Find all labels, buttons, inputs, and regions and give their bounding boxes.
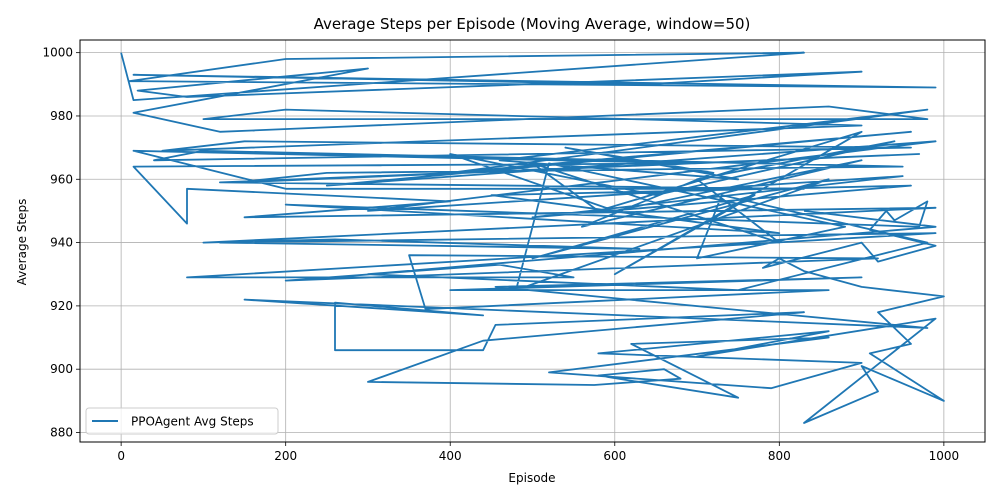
y-tick-label: 880 [50,426,73,440]
y-axis-label: Average Steps [15,199,29,286]
grid-lines [80,40,985,442]
chart-title: Average Steps per Episode (Moving Averag… [314,15,751,33]
x-tick-label: 0 [117,449,125,463]
x-tick-label: 400 [439,449,462,463]
x-tick-label: 1000 [929,449,960,463]
y-axis-ticks: 880 900 920 940 960 980 1000 [42,46,80,440]
legend: PPOAgent Avg Steps [85,407,279,435]
y-tick-label: 900 [50,362,73,376]
x-tick-label: 800 [768,449,791,463]
legend-box [85,407,279,435]
plot-area-frame [79,39,986,443]
y-tick-label: 960 [50,172,73,186]
x-tick-label: 200 [274,449,297,463]
y-tick-label: 920 [50,299,73,313]
x-axis-ticks: 0 200 400 600 800 1000 [117,442,959,463]
x-axis-label: Episode [508,471,555,485]
y-tick-label: 980 [50,109,73,123]
y-tick-label: 1000 [42,46,73,60]
legend-label: PPOAgent Avg Steps [131,415,254,429]
series-layer [120,51,945,424]
series-line-ppoagent-avg-steps [120,51,945,424]
x-tick-label: 600 [603,449,626,463]
y-tick-label: 940 [50,236,73,250]
